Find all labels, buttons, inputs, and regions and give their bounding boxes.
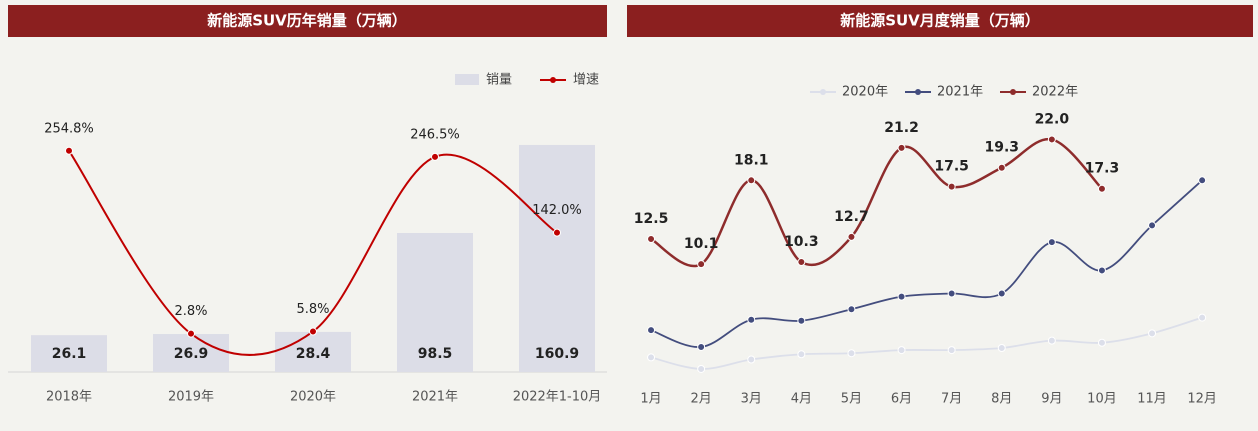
legend-label: 增速 — [573, 73, 599, 88]
line-point — [1047, 135, 1056, 144]
data-label: 160.9 — [535, 346, 579, 362]
data-label: 2.8% — [174, 304, 207, 319]
data-label: 26.1 — [52, 346, 87, 362]
line-point — [797, 316, 806, 325]
data-label: 28.4 — [296, 346, 331, 362]
line-point — [1198, 176, 1207, 185]
line-point — [747, 355, 756, 364]
bar — [153, 334, 229, 372]
legend-label: 2022年 — [1032, 85, 1078, 100]
data-label: 22.0 — [1035, 111, 1070, 127]
x-tick-label: 2021年 — [412, 390, 458, 405]
x-tick-label: 10月 — [1087, 392, 1117, 407]
legend-label: 销量 — [486, 73, 512, 88]
x-tick-label: 8月 — [991, 392, 1012, 407]
x-tick-label: 7月 — [941, 392, 962, 407]
line-point — [947, 289, 956, 298]
x-tick-label: 9月 — [1041, 392, 1062, 407]
line-point — [697, 260, 706, 269]
line-point — [697, 342, 706, 351]
data-label: 17.5 — [934, 159, 969, 175]
x-tick-label: 6月 — [891, 392, 912, 407]
line-point — [1097, 266, 1106, 275]
bar — [397, 233, 473, 372]
data-label: 246.5% — [410, 127, 460, 142]
x-tick-label: 1月 — [640, 392, 661, 407]
line-point — [747, 315, 756, 324]
line-point — [309, 327, 317, 336]
x-tick-label: 12月 — [1187, 392, 1217, 407]
legend-swatch — [550, 77, 556, 83]
line-point — [187, 329, 195, 338]
line-point — [847, 305, 856, 314]
x-tick-label: 5月 — [841, 392, 862, 407]
line-point — [847, 349, 856, 358]
bar — [275, 331, 351, 372]
chart-title: 新能源SUV月度销量（万辆） — [840, 12, 1040, 30]
line — [650, 137, 1103, 268]
chart-title: 新能源SUV历年销量（万辆） — [207, 12, 407, 30]
line-point — [1148, 329, 1157, 338]
line-point — [1047, 238, 1056, 247]
line-point — [997, 163, 1006, 172]
line-point — [431, 152, 439, 161]
line-point — [647, 353, 656, 362]
data-label: 17.3 — [1085, 161, 1120, 177]
line-point — [65, 146, 73, 155]
x-tick-label: 3月 — [741, 392, 762, 407]
data-label: 5.8% — [296, 302, 329, 317]
line-point — [1047, 336, 1056, 345]
line-point — [847, 232, 856, 241]
bar — [519, 144, 595, 372]
line-point — [647, 235, 656, 243]
line — [650, 316, 1203, 370]
line-point — [1198, 313, 1207, 322]
legend-swatch — [1010, 89, 1016, 95]
line-point — [897, 143, 906, 152]
data-label: 10.1 — [684, 236, 719, 252]
legend-swatch — [915, 89, 921, 95]
line-point — [553, 228, 561, 237]
line-point — [647, 326, 656, 335]
line-point — [947, 182, 956, 191]
legend-swatch — [455, 74, 479, 85]
data-label: 18.1 — [734, 152, 769, 168]
data-label: 26.9 — [174, 346, 209, 362]
line-point — [697, 364, 706, 373]
line-point — [797, 350, 806, 359]
data-label: 142.0% — [532, 203, 582, 218]
x-tick-label: 2020年 — [290, 390, 336, 405]
bar — [31, 335, 107, 372]
data-label: 19.3 — [984, 140, 1019, 156]
line-point — [897, 292, 906, 301]
x-tick-label: 4月 — [791, 392, 812, 407]
data-label: 10.3 — [784, 234, 819, 250]
line-point — [797, 258, 806, 267]
x-tick-label: 2022年1-10月 — [513, 390, 602, 405]
legend-label: 2021年 — [937, 85, 983, 100]
line-point — [1097, 338, 1106, 347]
x-tick-label: 2月 — [691, 392, 712, 407]
header-bar — [627, 5, 1253, 37]
x-tick-label: 2019年 — [168, 390, 214, 405]
line-point — [1097, 184, 1106, 193]
data-label: 98.5 — [418, 346, 453, 362]
data-label: 21.2 — [884, 120, 919, 136]
data-label: 12.7 — [834, 209, 869, 225]
line-point — [747, 176, 756, 185]
legend-label: 2020年 — [842, 85, 888, 100]
data-label: 254.8% — [44, 121, 94, 136]
x-tick-label: 11月 — [1137, 392, 1167, 407]
header-bar — [8, 5, 607, 37]
line-point — [997, 289, 1006, 298]
line-point — [1148, 221, 1157, 230]
line-point — [897, 346, 906, 355]
data-label: 12.5 — [634, 211, 669, 227]
legend-swatch — [820, 89, 826, 95]
line-point — [947, 346, 956, 355]
line-point — [997, 343, 1006, 352]
x-tick-label: 2018年 — [46, 390, 92, 405]
